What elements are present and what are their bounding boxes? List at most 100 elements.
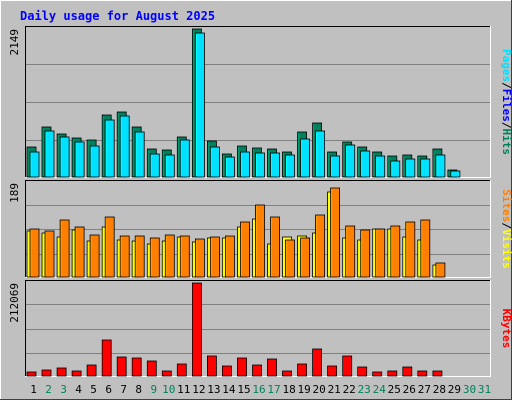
panel-kbytes: 212069 KBytes xyxy=(8,280,512,377)
bar-sites-day-8 xyxy=(134,235,145,278)
bar-sites-day-20 xyxy=(315,214,326,278)
bar-sites-day-16 xyxy=(255,204,265,278)
bar-kbytes-day-24 xyxy=(372,371,383,377)
x-label-day-17: 17 xyxy=(267,383,280,396)
x-label-day-16: 16 xyxy=(252,383,265,396)
bar-kbytes-day-6 xyxy=(101,339,112,377)
bar-kbytes-day-19 xyxy=(297,363,308,377)
x-label-day-9: 9 xyxy=(150,383,157,396)
side-label-part: Files xyxy=(500,89,512,122)
bar-sites-day-17 xyxy=(270,216,280,278)
x-label-day-21: 21 xyxy=(328,383,341,396)
bar-files-day-18 xyxy=(285,154,295,178)
bar-kbytes-day-3 xyxy=(56,367,67,377)
bar-sites-day-27 xyxy=(420,219,431,278)
bar-files-day-13 xyxy=(209,146,220,178)
bar-sites-day-13 xyxy=(209,236,220,278)
bar-files-day-10 xyxy=(164,154,175,178)
bar-sites-day-22 xyxy=(345,225,356,278)
x-axis-labels: 1 2 3 4 5 6 7 8 9 10 11 12 13 14 15 16 17 18 19 20 21 22 23 24 2… xyxy=(30,383,491,396)
bar-kbytes-day-21 xyxy=(327,365,338,377)
bar-sites-day-7 xyxy=(119,235,130,278)
bar-files-day-29 xyxy=(450,170,461,178)
x-label-day-31: 31 xyxy=(478,383,491,396)
bar-sites-day-25 xyxy=(390,225,401,278)
bar-sites-day-23 xyxy=(360,229,371,278)
x-label-day-26: 26 xyxy=(403,383,416,396)
panel-sites-visits: 189 Sites/Visits xyxy=(8,180,512,278)
bar-files-day-12 xyxy=(194,32,205,178)
x-label-day-24: 24 xyxy=(373,383,387,396)
panel-side-label: Pages/Files/Hits xyxy=(500,49,512,155)
x-label-day-27: 27 xyxy=(418,383,431,396)
bar-files-day-16 xyxy=(255,152,265,178)
bar-files-day-8 xyxy=(134,131,145,178)
bar-kbytes-day-25 xyxy=(387,370,398,377)
bar-sites-day-9 xyxy=(149,237,160,278)
bar-kbytes-day-15 xyxy=(237,357,247,377)
bar-kbytes-day-12 xyxy=(191,282,202,377)
x-label-day-3: 3 xyxy=(60,383,67,396)
side-label-part: / xyxy=(500,82,512,89)
bar-sites-day-18 xyxy=(285,239,295,278)
bar-kbytes-day-8 xyxy=(131,357,142,377)
bar-sites-day-21 xyxy=(330,187,341,278)
x-label-day-12: 12 xyxy=(192,383,205,396)
x-label-day-10: 10 xyxy=(162,383,175,396)
bar-sites-day-5 xyxy=(89,234,100,278)
side-label-part: Sites xyxy=(500,189,512,222)
bar-sites-day-2 xyxy=(44,230,55,278)
bar-kbytes-day-13 xyxy=(206,355,217,377)
bar-sites-day-26 xyxy=(405,221,416,278)
x-label-day-1: 1 xyxy=(30,383,37,396)
bar-kbytes-day-26 xyxy=(402,366,413,377)
bar-files-day-1 xyxy=(29,151,40,178)
bar-sites-day-1 xyxy=(29,228,40,278)
bar-sites-day-10 xyxy=(164,234,175,278)
side-label-part: Hits xyxy=(500,129,512,156)
bar-kbytes-day-22 xyxy=(342,355,353,377)
bar-sites-day-19 xyxy=(300,237,311,278)
bar-files-day-24 xyxy=(375,155,386,178)
x-label-day-23: 23 xyxy=(358,383,371,396)
bar-sites-day-4 xyxy=(74,226,85,278)
bar-sites-day-15 xyxy=(240,221,250,278)
bar-kbytes-day-28 xyxy=(432,370,443,377)
bar-kbytes-day-4 xyxy=(71,370,82,377)
bar-kbytes-day-23 xyxy=(357,366,368,377)
x-label-day-7: 7 xyxy=(120,383,127,396)
side-label-part: / xyxy=(500,122,512,129)
bar-sites-day-12 xyxy=(194,238,205,278)
side-label-part: / xyxy=(500,222,512,229)
y-max-label: 189 xyxy=(8,183,21,203)
x-label-day-6: 6 xyxy=(105,383,112,396)
x-label-day-8: 8 xyxy=(135,383,142,396)
panel-side-label: Sites/Visits xyxy=(500,189,512,269)
bar-files-day-25 xyxy=(390,160,401,178)
bar-kbytes-day-9 xyxy=(146,360,157,377)
x-label-day-28: 28 xyxy=(433,383,446,396)
bar-files-day-20 xyxy=(315,130,326,178)
side-label-part: Pages xyxy=(500,49,512,82)
bar-files-day-4 xyxy=(74,141,85,178)
bar-kbytes-day-2 xyxy=(41,369,52,377)
bar-kbytes-day-20 xyxy=(312,348,323,377)
y-max-label: 2149 xyxy=(8,29,21,56)
x-label-day-2: 2 xyxy=(45,383,52,396)
panel-background xyxy=(25,280,491,377)
bar-files-day-17 xyxy=(270,152,280,178)
bar-kbytes-day-17 xyxy=(267,358,277,377)
side-label-part: KBytes xyxy=(500,309,512,349)
bar-sites-day-14 xyxy=(224,235,235,278)
x-label-day-25: 25 xyxy=(388,383,401,396)
bar-files-day-19 xyxy=(300,138,311,178)
bar-kbytes-day-1 xyxy=(26,371,37,377)
bar-kbytes-day-18 xyxy=(282,370,292,377)
panel-side-label: KBytes xyxy=(500,309,512,349)
bar-kbytes-day-11 xyxy=(176,363,187,377)
bar-kbytes-day-5 xyxy=(86,364,97,377)
